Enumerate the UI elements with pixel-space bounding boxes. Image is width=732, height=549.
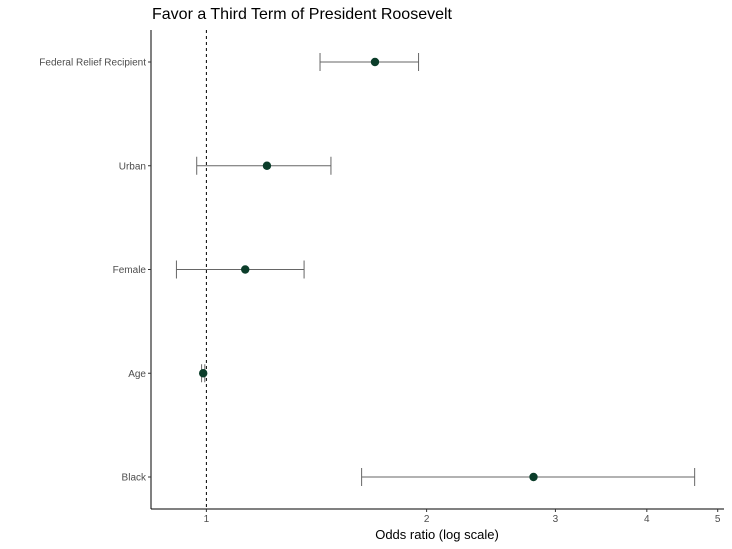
estimate-point bbox=[370, 57, 380, 67]
estimate-point bbox=[262, 161, 272, 170]
y-tick-label: Female bbox=[113, 265, 147, 276]
y-tick-label: Black bbox=[122, 473, 147, 484]
x-tick-label: 2 bbox=[424, 514, 430, 525]
x-axis-label: Odds ratio (log scale) bbox=[375, 527, 499, 542]
chart-title: Favor a Third Term of President Roosevel… bbox=[152, 6, 453, 23]
estimate-point bbox=[198, 369, 208, 378]
x-tick-label: 5 bbox=[715, 514, 721, 525]
x-tick-label: 1 bbox=[204, 514, 210, 525]
y-tick-label: Urban bbox=[119, 161, 146, 172]
x-tick-label: 4 bbox=[644, 514, 650, 525]
y-tick-label: Age bbox=[128, 369, 146, 380]
x-tick-label: 3 bbox=[553, 514, 559, 525]
estimate-point bbox=[529, 472, 538, 482]
estimate-point bbox=[241, 265, 250, 274]
y-tick-label: Federal Relief Recipient bbox=[39, 58, 146, 69]
